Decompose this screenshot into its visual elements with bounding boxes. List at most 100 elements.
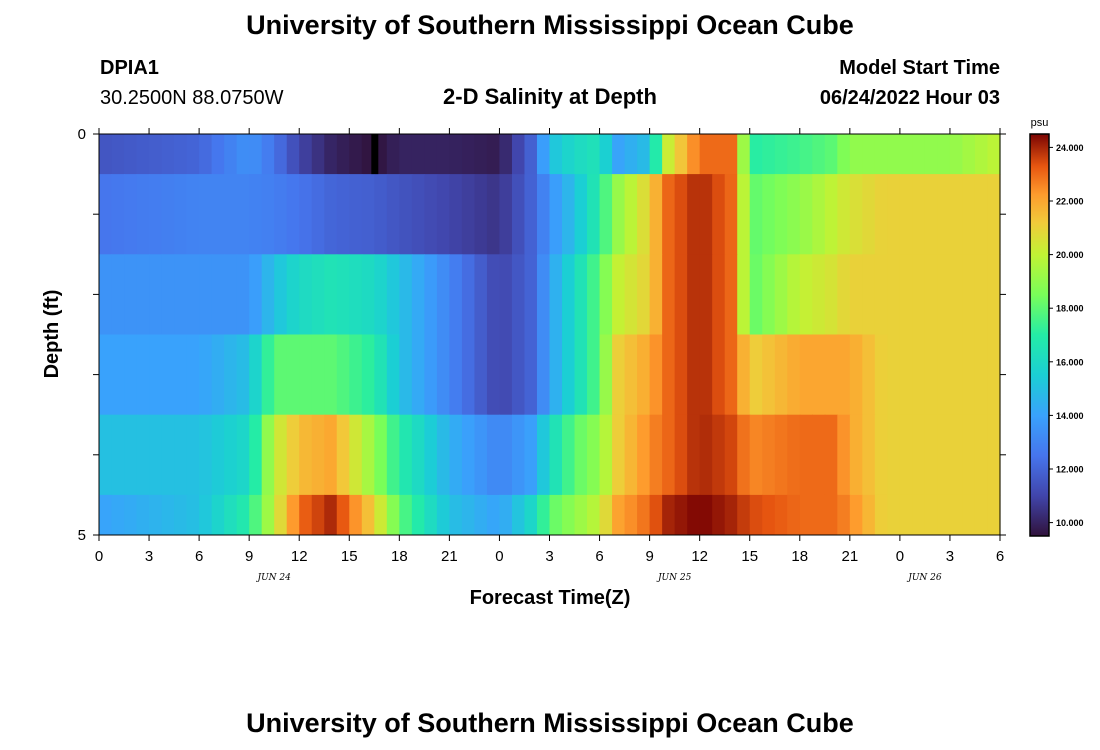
x-tick-label: 9 (245, 548, 253, 565)
heatmap-cell (399, 174, 413, 255)
heatmap-cell (949, 414, 964, 496)
heatmap-cell (674, 334, 688, 416)
footer-title: University of Southern Mississippi Ocean… (246, 708, 854, 738)
heatmap-cell (211, 494, 225, 536)
y-tick-label: 0 (78, 126, 86, 143)
heatmap-cell (361, 414, 375, 496)
heatmap-cell (962, 334, 976, 416)
model-start-value: 06/24/2022 Hour 03 (819, 87, 1000, 109)
heatmap-cell (612, 134, 626, 175)
heatmap-cell (737, 414, 751, 496)
heatmap-cell (136, 334, 150, 416)
heatmap-cell (987, 494, 1001, 536)
heatmap-cell (874, 494, 888, 536)
heatmap-cell (449, 174, 463, 255)
heatmap-cell (511, 174, 526, 255)
heatmap-cell (787, 334, 801, 416)
x-axis-title: Forecast Time(Z) (470, 587, 631, 609)
heatmap-cell (524, 494, 538, 536)
heatmap-cell (111, 334, 125, 416)
heatmap-cell (274, 494, 288, 536)
heatmap-cell (662, 134, 676, 175)
heatmap-cell (837, 134, 851, 175)
heatmap-cell (949, 494, 964, 536)
heatmap-cell (99, 494, 113, 536)
heatmap-cell (511, 414, 526, 496)
heatmap-cell (186, 174, 200, 255)
heatmap-cell (286, 174, 300, 255)
heatmap-cell (211, 134, 225, 175)
heatmap-cell (974, 334, 989, 416)
heatmap-cell (99, 254, 113, 335)
heatmap-cell (899, 494, 913, 536)
heatmap-cell (311, 334, 325, 416)
colorbar-tick-label: 20.000 (1056, 250, 1084, 260)
heatmap-cell (199, 414, 213, 496)
heatmap-cell (987, 414, 1001, 496)
heatmap-cell (386, 254, 400, 335)
heatmap-cell (136, 414, 150, 496)
heatmap-cell (536, 494, 551, 536)
heatmap-cell (849, 494, 863, 536)
heatmap-cell (812, 174, 826, 255)
heatmap-cell (499, 414, 513, 496)
heatmap-cell (161, 174, 175, 255)
heatmap-cell (461, 494, 476, 536)
heatmap-cell (937, 494, 951, 536)
heatmap-cell (962, 254, 976, 335)
heatmap-cell (837, 494, 851, 536)
heatmap-cell (562, 494, 576, 536)
colorbar-tick-label: 10.000 (1056, 518, 1084, 528)
heatmap-cell (274, 174, 288, 255)
x-tick-label: 15 (741, 548, 758, 565)
heatmap-cell (787, 254, 801, 335)
heatmap-cell (174, 494, 188, 536)
heatmap-cell (974, 254, 989, 335)
heatmap-cell (787, 134, 801, 175)
heatmap-cell (737, 174, 751, 255)
heatmap-cell (687, 494, 701, 536)
heatmap-cell (161, 414, 175, 496)
heatmap-cell (774, 334, 788, 416)
heatmap-cell (962, 494, 976, 536)
heatmap-cell (274, 334, 288, 416)
heatmap-cell (499, 254, 513, 335)
heatmap-cell (299, 134, 313, 175)
heatmap-cell (724, 254, 738, 335)
heatmap-cell (849, 334, 863, 416)
station-coords: 30.2500N 88.0750W (100, 87, 284, 109)
heatmap-cell (962, 134, 976, 175)
heatmap-cell (474, 134, 488, 175)
heatmap-cell (486, 134, 501, 175)
heatmap-cell (424, 414, 438, 496)
heatmap-cell (436, 414, 450, 496)
heatmap-cell (486, 494, 501, 536)
heatmap-cell (912, 254, 926, 335)
colorbar-tick-label: 14.000 (1056, 411, 1084, 421)
heatmap-cell (812, 334, 826, 416)
x-tick-label: 12 (691, 548, 708, 565)
heatmap-cell (336, 254, 350, 335)
heatmap-cell (149, 494, 163, 536)
heatmap-cell (161, 254, 175, 335)
heatmap-cell (812, 254, 826, 335)
heatmap-cell (774, 414, 788, 496)
heatmap-cell (461, 334, 476, 416)
colorbar-tick-label: 22.000 (1056, 197, 1084, 207)
heatmap-cell (336, 414, 350, 496)
heatmap-cell (386, 134, 400, 175)
heatmap-cell (699, 134, 713, 175)
heatmap-cell (236, 494, 250, 536)
heatmap-cell (311, 134, 325, 175)
heatmap-cell (862, 134, 876, 175)
x-tick-label: 18 (391, 548, 408, 565)
heatmap-cell (374, 334, 388, 416)
heatmap-cell (574, 134, 588, 175)
heatmap-cell (924, 254, 939, 335)
heatmap-cell (649, 254, 663, 335)
heatmap-cell (386, 414, 400, 496)
model-start-label: Model Start Time (839, 57, 1000, 79)
heatmap-cell (536, 254, 551, 335)
heatmap-cell (987, 334, 1001, 416)
heatmap-cell (637, 334, 651, 416)
